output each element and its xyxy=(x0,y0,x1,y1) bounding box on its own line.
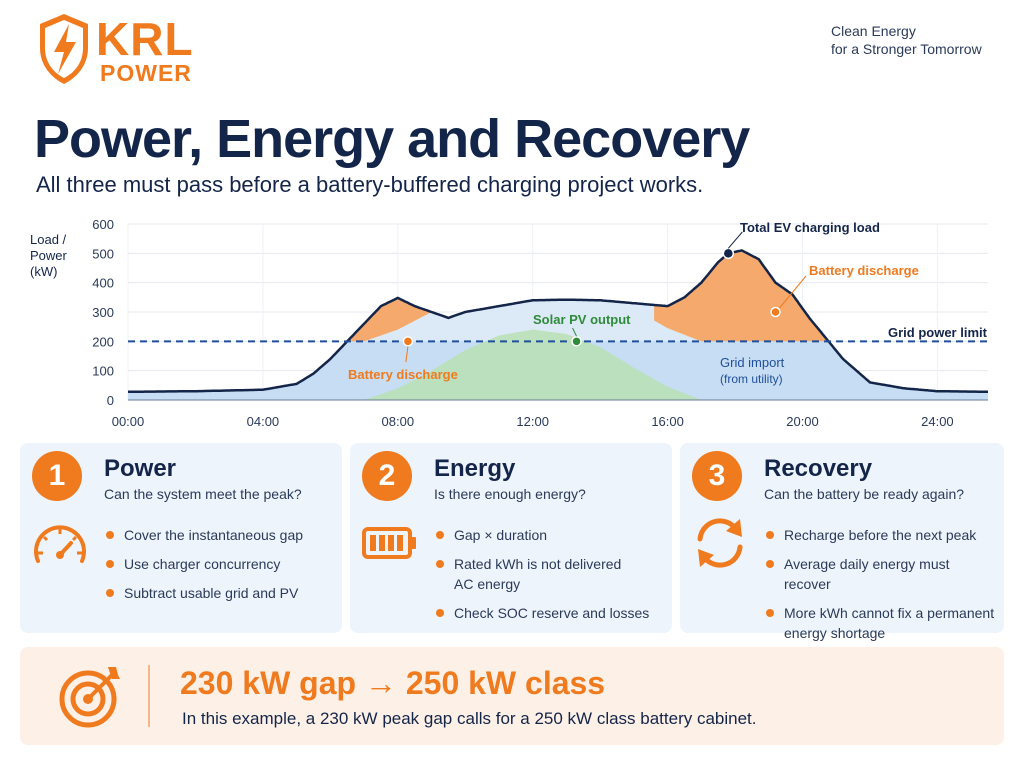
card-bullets: Gap × duration Rated kWh is not delivere… xyxy=(434,525,666,632)
battery-leader-line xyxy=(779,275,807,309)
list-item: Subtract usable grid and PV xyxy=(104,583,336,603)
logo-subword: POWER xyxy=(100,60,192,86)
load-profile-chart: Load /Power(kW) 0 100 200 300 400 500 600 00:00… xyxy=(30,217,988,429)
x-tick-label: 24:00 xyxy=(921,414,954,429)
list-item: Recharge before the next peak xyxy=(764,525,998,545)
list-item: Check SOC reserve and losses xyxy=(434,603,666,623)
grid-import-sublabel: (from utility) xyxy=(720,372,783,386)
step-number-badge: 3 xyxy=(692,451,742,501)
card-power: 1 Power Can the system meet the peak? Co… xyxy=(20,443,342,633)
battery-discharge-label-right: Battery discharge xyxy=(809,263,919,278)
tagline-line-1: Clean Energy xyxy=(831,23,916,39)
x-tick-label: 12:00 xyxy=(516,414,549,429)
list-item: Use charger concurrency xyxy=(104,554,336,574)
page-subtitle: All three must pass before a battery-buf… xyxy=(36,172,704,197)
conclusion-banner: 230 kW gap → 250 kW class In this exampl… xyxy=(20,647,1004,745)
page-title: Power, Energy and Recovery xyxy=(34,109,750,169)
solar-pv-area xyxy=(364,329,702,400)
step-number-badge: 2 xyxy=(362,451,412,501)
x-tick-label: 16:00 xyxy=(651,414,684,429)
brand-logo: KRL POWER xyxy=(34,8,234,90)
grid-import-label: Grid import xyxy=(720,355,785,370)
shield-bolt-icon xyxy=(40,14,88,84)
peak-label: Total EV charging load xyxy=(740,220,880,235)
list-item: Cover the instantaneous gap xyxy=(104,525,336,545)
battery-marker xyxy=(770,306,781,318)
list-item: Average daily energy must recover xyxy=(764,554,998,594)
y-axis-label-line: (kW) xyxy=(30,264,57,279)
card-title: Recovery xyxy=(764,455,873,482)
card-bullets: Recharge before the next peak Average da… xyxy=(764,525,998,652)
y-tick-label: 300 xyxy=(92,305,114,320)
x-tick-label: 04:00 xyxy=(247,414,280,429)
card-energy: 2 Energy Is there enough energy? Gap × d… xyxy=(350,443,672,633)
y-axis-label-line: Power xyxy=(30,248,68,263)
list-item: Rated kWh is not delivered AC energy xyxy=(434,554,666,594)
y-tick-label: 400 xyxy=(92,276,114,291)
y-tick-label: 600 xyxy=(92,217,114,232)
peak-leader-line xyxy=(727,231,743,249)
banner-headline: 230 kW gap → 250 kW class xyxy=(180,665,606,701)
chart-areas xyxy=(128,250,988,400)
battery-discharge-area xyxy=(654,250,832,345)
y-tick-label: 200 xyxy=(92,334,114,349)
peak-marker xyxy=(722,247,735,260)
x-tick-label: 20:00 xyxy=(786,414,819,429)
card-question: Can the battery be ready again? xyxy=(764,486,965,502)
step-number-badge: 1 xyxy=(32,451,82,501)
card-question: Can the system meet the peak? xyxy=(104,486,302,502)
card-recovery: 3 Recovery Can the battery be ready agai… xyxy=(680,443,1004,641)
list-item: Gap × duration xyxy=(434,525,666,545)
card-question: Is there enough energy? xyxy=(434,486,586,502)
solar-marker xyxy=(571,336,582,347)
banner-divider xyxy=(148,665,150,727)
card-title: Power xyxy=(104,455,177,482)
chart-ticks: 0 100 200 300 400 500 600 00:00 04:00 08:00 12:00 1… xyxy=(92,217,988,429)
battery-discharge-area xyxy=(345,297,451,344)
x-tick-label: 00:00 xyxy=(112,414,145,429)
card-title: Energy xyxy=(434,455,516,482)
total-load-line xyxy=(128,249,988,394)
recycle-arrows-icon xyxy=(697,518,743,568)
solar-pv-label: Solar PV output xyxy=(533,312,631,327)
battery-icon xyxy=(362,527,416,559)
solar-leader-line xyxy=(572,327,577,337)
list-item: More kWh cannot fix a permanent energy s… xyxy=(764,603,998,643)
banner-subtext: In this example, a 230 kW peak gap calls… xyxy=(182,709,757,728)
y-axis-label: Load /Power(kW) xyxy=(30,232,68,279)
chart-annotations: Total EV charging load Battery discharge B… xyxy=(348,220,988,386)
speedometer-icon xyxy=(34,525,86,563)
battery-leader-line xyxy=(405,346,409,363)
y-tick-label: 100 xyxy=(92,364,114,379)
chart-lines xyxy=(128,249,988,394)
tagline-line-2: for a Stronger Tomorrow xyxy=(831,41,982,57)
target-icon xyxy=(59,667,120,728)
y-tick-label: 500 xyxy=(92,246,114,261)
battery-marker xyxy=(402,336,414,347)
grid-limit-label: Grid power limit xyxy=(888,325,988,340)
logo-wordmark: KRL xyxy=(96,13,194,65)
y-tick-label: 0 xyxy=(107,393,114,408)
battery-discharge-label-left: Battery discharge xyxy=(348,367,458,382)
card-bullets: Cover the instantaneous gap Use charger … xyxy=(104,525,336,612)
tagline: Clean Energy for a Stronger Tomorrow xyxy=(831,22,982,58)
x-tick-label: 08:00 xyxy=(382,414,415,429)
y-axis-label-line: Load / xyxy=(30,232,67,247)
